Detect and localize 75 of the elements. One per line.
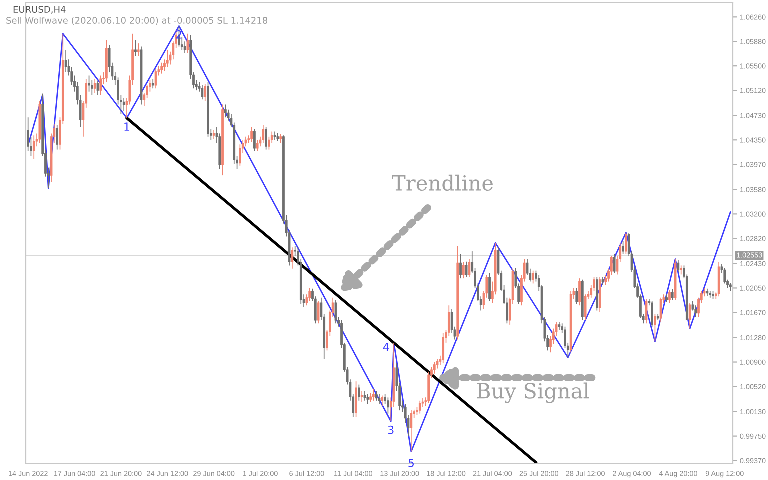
candlestick bbox=[212, 130, 216, 140]
candlestick bbox=[308, 288, 312, 302]
candlestick bbox=[64, 50, 68, 73]
candlestick bbox=[578, 278, 581, 306]
line-series bbox=[28, 25, 732, 452]
candlestick bbox=[381, 395, 384, 406]
candlestick bbox=[462, 262, 465, 279]
candlestick bbox=[358, 384, 360, 402]
candlestick bbox=[265, 126, 268, 150]
candlestick bbox=[370, 392, 372, 403]
candlestick bbox=[122, 98, 126, 112]
annotation: 1 bbox=[124, 122, 130, 131]
candlestick bbox=[680, 265, 683, 276]
candlestick bbox=[465, 261, 468, 278]
annotation: 3 bbox=[388, 426, 394, 434]
annotation: 5 bbox=[408, 459, 414, 468]
candlestick bbox=[694, 305, 698, 318]
candlestick bbox=[433, 362, 436, 374]
candlestick bbox=[668, 290, 671, 304]
candlestick bbox=[27, 117, 30, 152]
candlestick bbox=[460, 254, 462, 279]
candlestick bbox=[184, 41, 186, 54]
candlestick bbox=[360, 390, 364, 403]
candlestick bbox=[654, 314, 656, 342]
candlestick bbox=[160, 62, 164, 74]
candlestick bbox=[201, 84, 204, 100]
candlestick bbox=[613, 254, 616, 274]
chart-title: EURUSD,H4 bbox=[14, 6, 66, 14]
candlestick bbox=[625, 232, 628, 255]
candlestick bbox=[468, 258, 471, 278]
candlestick bbox=[375, 390, 378, 402]
annotation: 4 bbox=[383, 343, 390, 352]
candlestick bbox=[418, 400, 422, 414]
candlestick bbox=[204, 84, 207, 102]
candlestick bbox=[291, 247, 294, 270]
candlestick bbox=[186, 33, 190, 54]
candlestick bbox=[532, 270, 534, 284]
candlestick bbox=[584, 294, 587, 321]
candlestick bbox=[280, 134, 282, 144]
candlestick bbox=[224, 104, 227, 118]
candlestick bbox=[317, 300, 320, 324]
candlestick bbox=[134, 40, 137, 57]
candlestick bbox=[576, 288, 578, 305]
candlestick bbox=[152, 78, 154, 90]
candlestick bbox=[94, 78, 96, 94]
candlestick bbox=[256, 140, 259, 152]
candlestick bbox=[334, 300, 338, 324]
candlestick bbox=[100, 75, 102, 96]
candlestick bbox=[364, 390, 366, 402]
candlestick bbox=[387, 397, 390, 414]
candlestick bbox=[366, 394, 370, 405]
candlestick bbox=[32, 135, 36, 160]
candlestick bbox=[724, 268, 726, 284]
candlestick bbox=[166, 50, 169, 68]
candlestick bbox=[254, 128, 256, 152]
candlestick bbox=[488, 273, 491, 302]
candlestick bbox=[250, 126, 253, 142]
text: Sell Wolfwave (2020.06.10 20:00) at -0.00005 SL 1.14218 bbox=[6, 17, 268, 26]
candlestick bbox=[239, 144, 242, 166]
candlestick bbox=[88, 75, 90, 92]
annotation: Buy Signal bbox=[477, 382, 590, 404]
candlestick bbox=[137, 43, 140, 57]
candlestick bbox=[410, 410, 413, 452]
candlestick bbox=[651, 300, 654, 328]
candlestick bbox=[671, 289, 674, 301]
candlestick bbox=[688, 302, 692, 330]
candlestick bbox=[372, 388, 375, 402]
candlestick bbox=[56, 124, 59, 150]
candlestick bbox=[96, 80, 100, 96]
candlestick bbox=[677, 260, 680, 273]
candlestick bbox=[442, 332, 445, 364]
candlestick bbox=[622, 240, 624, 255]
candlestick bbox=[262, 124, 265, 144]
candlestick bbox=[90, 80, 94, 96]
annotation: Trendline bbox=[392, 174, 493, 192]
